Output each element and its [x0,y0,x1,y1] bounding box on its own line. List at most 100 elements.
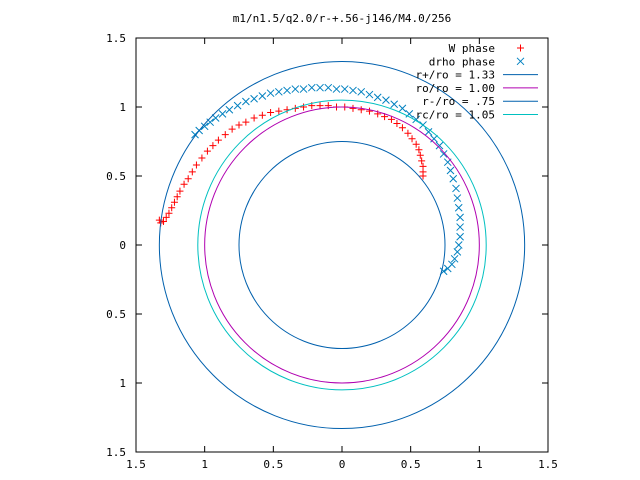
data-point [456,232,464,241]
chart-title: m1/n1.5/q2.0/r-+.56-j146/M4.0/256 [233,12,452,25]
data-point [349,86,357,95]
data-point [203,147,211,155]
data-point [405,110,414,118]
legend-label: rc/ro = 1.05 [416,109,495,122]
data-point [266,89,275,98]
circle-1 [158,60,526,430]
data-point [419,172,427,180]
x-tick-label: 0.5 [401,458,421,471]
data-point [398,104,407,113]
data-point [162,213,170,221]
y-tick-label: 0.5 [106,308,126,321]
data-point [170,198,178,206]
data-point [332,85,341,93]
legend-label: ro/ro = 1.00 [416,82,495,95]
data-point [416,151,424,159]
data-point [435,141,444,150]
data-point [382,96,390,104]
data-point [214,136,222,144]
data-point [415,146,423,154]
x-tick-label: 1 [201,458,208,471]
data-point [184,175,192,183]
legend-label: drho phase [429,55,495,68]
y-tick-label: 1.5 [106,446,126,459]
data-point [404,129,412,137]
plot-series [155,60,526,430]
data-point [291,85,300,93]
legend-label: r-/ro = .75 [422,95,495,108]
x-tick-label: 0 [339,458,346,471]
data-point [456,223,464,231]
data-point [453,194,462,202]
data-point [180,180,188,188]
data-point [218,110,227,118]
y-tick-label: 1 [119,377,126,390]
data-point [456,213,464,222]
x-tick-label: 1.5 [126,458,146,471]
axes: 1.5 1 0.5 0 0.5 1 1.51.510.500.511.5 [106,32,558,471]
data-point [258,92,267,100]
data-point [228,125,236,133]
data-point [453,248,462,256]
y-tick-label: 0.5 [106,170,126,183]
data-point [340,85,349,93]
data-point [357,87,366,96]
data-point [250,94,258,103]
data-point [443,264,452,273]
data-point [307,83,316,92]
data-point [316,83,324,92]
data-point [390,100,399,109]
data-point [221,131,229,139]
data-point [233,101,242,110]
data-point [274,87,283,96]
data-point [165,209,173,217]
x-tick-label: 0.5 [263,458,283,471]
x-tick-label: 1 [476,458,483,471]
data-point [452,184,460,193]
data-point [168,204,176,212]
circle-2 [204,106,480,384]
legend-sample [516,57,525,66]
data-point [446,166,455,175]
data-point [454,203,463,212]
data-point [267,109,275,117]
data-point [349,104,357,112]
data-point [173,193,181,201]
data-point [200,122,209,131]
data-point [176,187,184,195]
circle-4 [197,99,487,391]
data-point [192,161,200,169]
data-point [242,118,250,126]
data-point [454,241,463,249]
data-point [357,106,365,114]
data-point [242,97,250,106]
data-point [206,118,215,127]
legend-label: W phase [449,42,495,55]
data-point [430,134,438,143]
data-point [373,93,382,102]
data-point [450,254,459,263]
x-tick-label: 1.5 [538,458,558,471]
data-point [365,107,373,115]
data-point [258,111,266,119]
data-point [250,114,258,122]
legend-sample [517,44,524,52]
data-point [387,115,395,123]
data-point [408,135,416,143]
data-point [209,142,217,150]
data-point [225,105,234,114]
data-point [188,168,196,176]
data-point [365,90,374,99]
data-point [198,154,206,162]
data-point [439,150,448,158]
data-point [418,157,426,165]
data-point [211,114,220,122]
data-point [424,127,433,136]
legend-label: r+/ro = 1.33 [416,69,495,82]
data-point [398,124,406,132]
data-point [275,107,283,115]
circle-3 [238,141,446,349]
y-tick-label: 1 [119,101,126,114]
